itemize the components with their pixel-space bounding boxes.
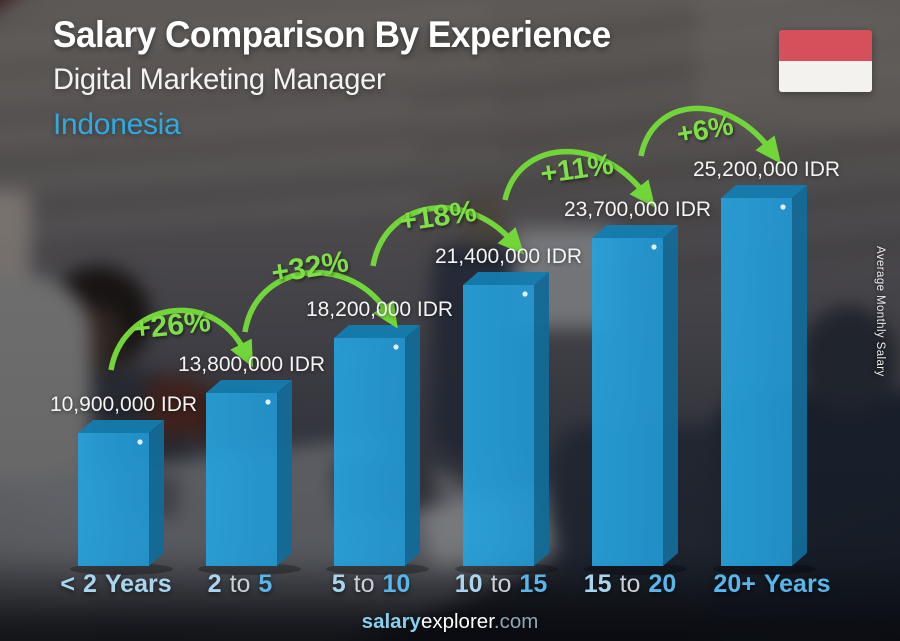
category-token: 5 (258, 570, 273, 598)
brand-salary: salary (361, 610, 421, 633)
bar-< 2 Years (70, 420, 173, 575)
salary-value-label: 25,200,000 IDR (692, 158, 841, 181)
site-brand-link[interactable]: salaryexplorer.com (362, 610, 539, 634)
increase-percentage-label: +26% (131, 305, 213, 346)
category-token: 5 (331, 570, 346, 598)
bar-20+ Years (713, 185, 816, 575)
bar-2 to 5 (198, 380, 301, 575)
indonesia-flag-icon (779, 30, 872, 92)
category-token: Years (763, 570, 831, 598)
y-axis-title: Average Monthly Salary (874, 246, 886, 377)
category-token: 15 (583, 570, 612, 598)
bar-10 to 15 (455, 272, 558, 575)
category-token: to (619, 570, 641, 598)
category-token: 10 (454, 570, 483, 598)
salary-value-label: 23,700,000 IDR (563, 198, 712, 221)
bar-5 to 10 (326, 325, 429, 575)
x-axis-category: 20+ Years (709, 570, 834, 599)
category-token: to (490, 570, 512, 598)
growth-arc-1 (108, 307, 254, 371)
x-axis-category: 2 to 5 (204, 570, 277, 599)
salary-value-label: 18,200,000 IDR (305, 298, 454, 321)
increase-percentage-label: +32% (269, 245, 351, 290)
category-token: to (353, 570, 375, 598)
category-token: 2 (207, 570, 222, 598)
x-axis-category: 5 to 10 (328, 570, 415, 599)
increase-percentage-label: +18% (397, 194, 479, 239)
category-token: to (229, 570, 251, 598)
growth-arc-3 (370, 205, 525, 267)
bg-right-person-head (801, 306, 896, 411)
salary-value-label: 13,800,000 IDR (177, 353, 326, 376)
growth-arc-2 (242, 269, 398, 333)
page-title: Salary Comparison By Experience (53, 14, 611, 55)
flag-red-stripe (779, 30, 872, 61)
growth-arc-4 (502, 148, 656, 208)
x-axis-category: 15 to 20 (580, 570, 680, 599)
category-token: 10 (382, 570, 411, 598)
category-token: 15 (519, 570, 548, 598)
increase-percentage-label: +11% (538, 148, 616, 191)
country-name: Indonesia (53, 108, 181, 141)
salary-value-label: 21,400,000 IDR (434, 245, 583, 268)
increase-percentage-label: +6% (674, 109, 736, 150)
category-token: 20 (648, 570, 677, 598)
category-token: 2 (82, 570, 97, 598)
flag-white-stripe (779, 61, 872, 92)
category-token: < (60, 570, 75, 598)
brand-domain: .com (493, 610, 539, 633)
x-axis-category: 10 to 15 (451, 570, 551, 599)
bg-window-light (0, 191, 31, 286)
brand-explorer: explorer (420, 610, 494, 633)
job-title: Digital Marketing Manager (53, 63, 386, 96)
bar-15 to 20 (584, 225, 687, 575)
category-token: Years (104, 570, 172, 598)
x-axis-category: <2 Years (56, 570, 175, 599)
category-token: 20+ (713, 570, 756, 598)
header: Salary Comparison By Experience Digital … (53, 14, 640, 142)
salary-value-label: 10,900,000 IDR (49, 393, 198, 416)
growth-arc-5 (638, 105, 782, 164)
